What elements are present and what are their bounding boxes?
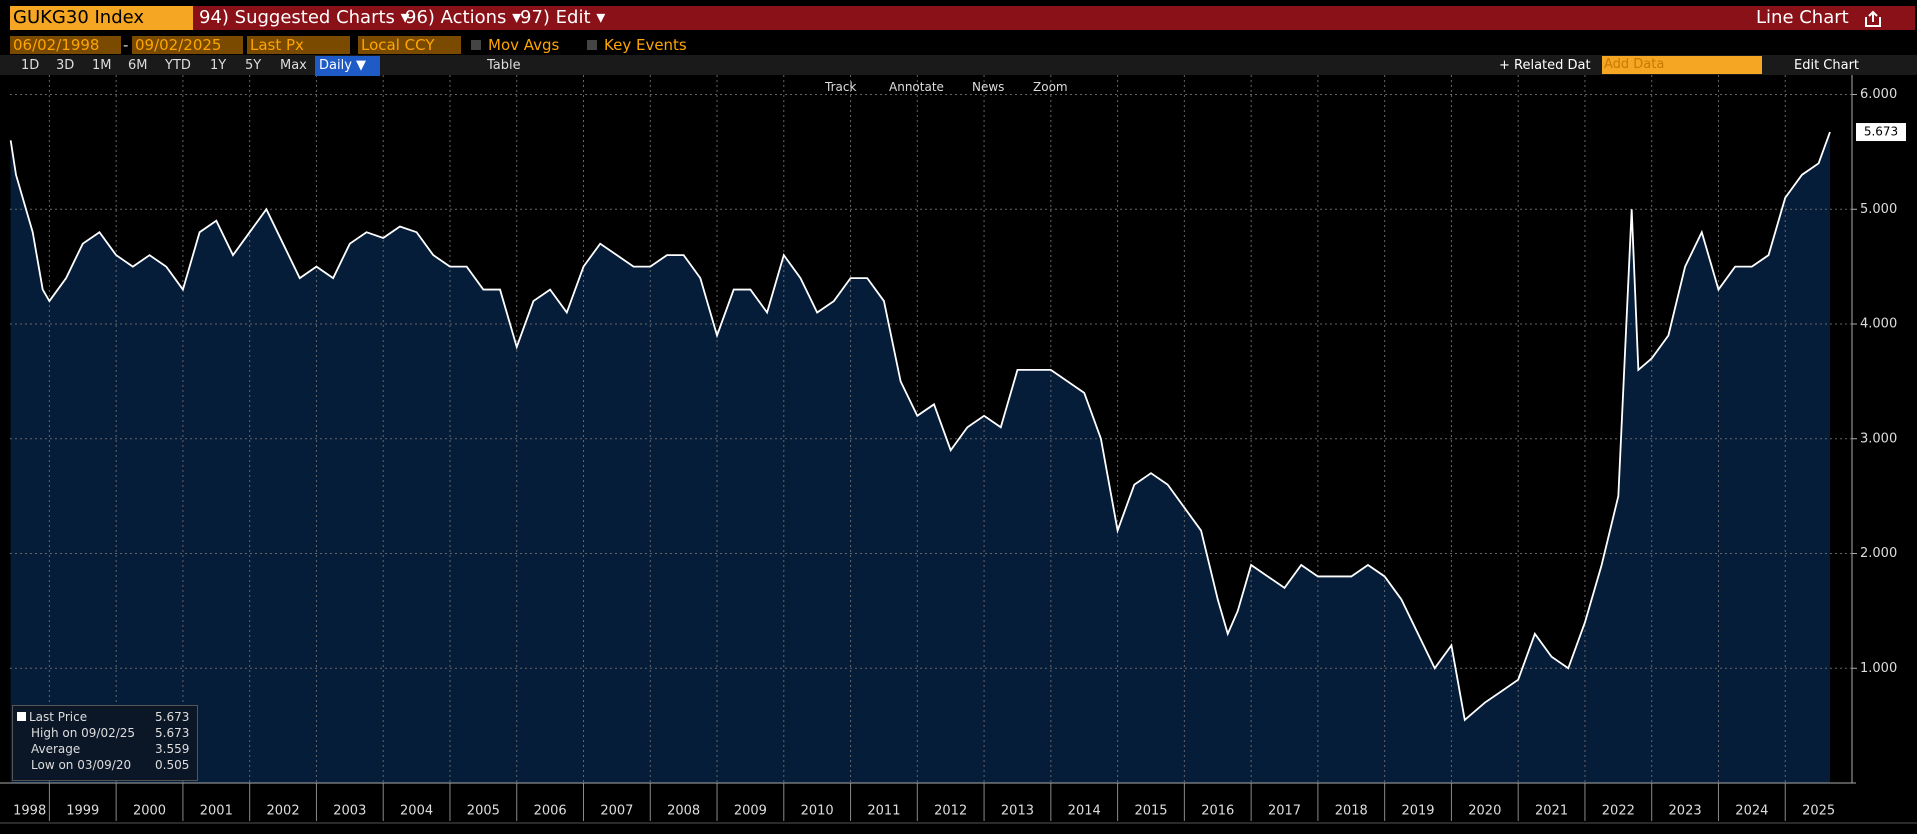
last-price-tag xyxy=(1856,123,1906,142)
x-tick-label: 2002 xyxy=(267,804,300,819)
x-tick-label: 1999 xyxy=(66,804,99,819)
x-tick-label: 2018 xyxy=(1335,804,1368,819)
y-tick-label: 4.000 xyxy=(1860,317,1897,332)
y-tick-label: 1.000 xyxy=(1860,661,1897,676)
period-button[interactable]: 1Y xyxy=(210,58,227,73)
period-button[interactable]: YTD xyxy=(165,58,191,73)
checkbox[interactable] xyxy=(471,40,481,50)
x-tick-label: 2004 xyxy=(400,804,433,819)
x-tick-label: 2017 xyxy=(1268,804,1301,819)
legend-swatch xyxy=(17,712,26,721)
y-tick-label: 2.000 xyxy=(1860,546,1897,561)
x-tick-label: 2023 xyxy=(1669,804,1702,819)
legend-value: 5.673 xyxy=(155,710,190,724)
x-tick-label: 2014 xyxy=(1068,804,1101,819)
end-date[interactable]: 09/02/2025 xyxy=(132,36,243,54)
x-tick-label: 2008 xyxy=(667,804,700,819)
x-tick-label: 2000 xyxy=(133,804,166,819)
y-tick-label: 5.000 xyxy=(1860,202,1897,217)
tool[interactable]: News xyxy=(972,80,1005,94)
legend-label: Low on 03/09/20 xyxy=(31,758,132,772)
legend-value: 3.559 xyxy=(155,742,190,756)
option[interactable]: Mov Avgs xyxy=(488,36,560,54)
menu[interactable]: 94) Suggested Charts ▾ xyxy=(199,7,410,28)
period-button[interactable]: 1M xyxy=(92,58,112,73)
frequency[interactable]: Daily ▼ xyxy=(315,56,380,76)
last-price-label: 5.673 xyxy=(1864,125,1898,139)
x-tick-label: 2005 xyxy=(467,804,500,819)
field-select[interactable]: Last Px xyxy=(247,36,350,54)
currency-select[interactable]: Local CCY xyxy=(358,36,461,54)
x-tick-label: 2011 xyxy=(867,804,900,819)
area xyxy=(10,132,1830,783)
tool[interactable]: Annotate xyxy=(889,80,944,94)
option[interactable]: Key Events xyxy=(604,36,687,54)
menu[interactable]: 96) Actions ▾ xyxy=(405,7,522,28)
price-line xyxy=(9,131,1831,722)
legend: Last Price 5.673 High on 09/02/25 5.673 Aver… xyxy=(12,705,198,781)
period-button[interactable]: 3D xyxy=(56,58,75,73)
table-button[interactable]: Table xyxy=(487,58,521,73)
x-tick-label: 2007 xyxy=(600,804,633,819)
period-button[interactable]: 6M xyxy=(128,58,148,73)
add-data-input[interactable]: Add Data xyxy=(1602,56,1762,74)
legend-value: 5.673 xyxy=(155,726,190,740)
y-tick-label: 3.000 xyxy=(1860,431,1897,446)
x-tick-label: 2001 xyxy=(200,804,233,819)
legend-value: 0.505 xyxy=(155,758,190,772)
y-tick-label: 6.000 xyxy=(1860,87,1897,102)
x-tick-label: 2022 xyxy=(1602,804,1635,819)
start-date[interactable]: 06/02/1998 xyxy=(10,36,121,54)
security-field[interactable]: GUKG30 Index xyxy=(10,6,193,30)
legend-label: High on 09/02/25 xyxy=(31,726,136,740)
checkbox[interactable] xyxy=(587,40,597,50)
share-icon[interactable] xyxy=(1862,9,1886,29)
chart-kind[interactable]: Line Chart xyxy=(1756,7,1849,28)
menu[interactable]: 97) Edit ▾ xyxy=(520,7,606,28)
x-tick-label: 2012 xyxy=(934,804,967,819)
tool[interactable]: Zoom xyxy=(1033,80,1068,94)
x-tick-label: 2015 xyxy=(1134,804,1167,819)
period-button[interactable]: 5Y xyxy=(245,58,262,73)
x-tick-label: 2024 xyxy=(1735,804,1768,819)
x-tick-label: 2019 xyxy=(1401,804,1434,819)
legend-label: Last Price xyxy=(29,710,88,724)
x-tick-label: 2013 xyxy=(1001,804,1034,819)
period-bar xyxy=(0,55,1917,75)
x-tick-label: 2021 xyxy=(1535,804,1568,819)
x-tick-label: 2006 xyxy=(534,804,567,819)
x-tick-label: 1998 xyxy=(13,804,46,819)
legend-label: Average xyxy=(31,742,81,756)
period-button[interactable]: 1D xyxy=(21,58,40,73)
edit-chart[interactable]: Edit Chart xyxy=(1794,58,1860,73)
x-tick-label: 2010 xyxy=(801,804,834,819)
x-tick-label: 2009 xyxy=(734,804,767,819)
x-tick-label: 2003 xyxy=(333,804,366,819)
x-tick-label: 2020 xyxy=(1468,804,1501,819)
title-bar xyxy=(192,6,1915,30)
x-tick-label: 2016 xyxy=(1201,804,1234,819)
x-tick-label: 2025 xyxy=(1802,804,1835,819)
related-data[interactable]: + Related Dat xyxy=(1499,58,1591,73)
tool[interactable]: Track xyxy=(825,80,857,94)
date-separator: - xyxy=(123,36,129,54)
period-button[interactable]: Max xyxy=(280,58,307,73)
